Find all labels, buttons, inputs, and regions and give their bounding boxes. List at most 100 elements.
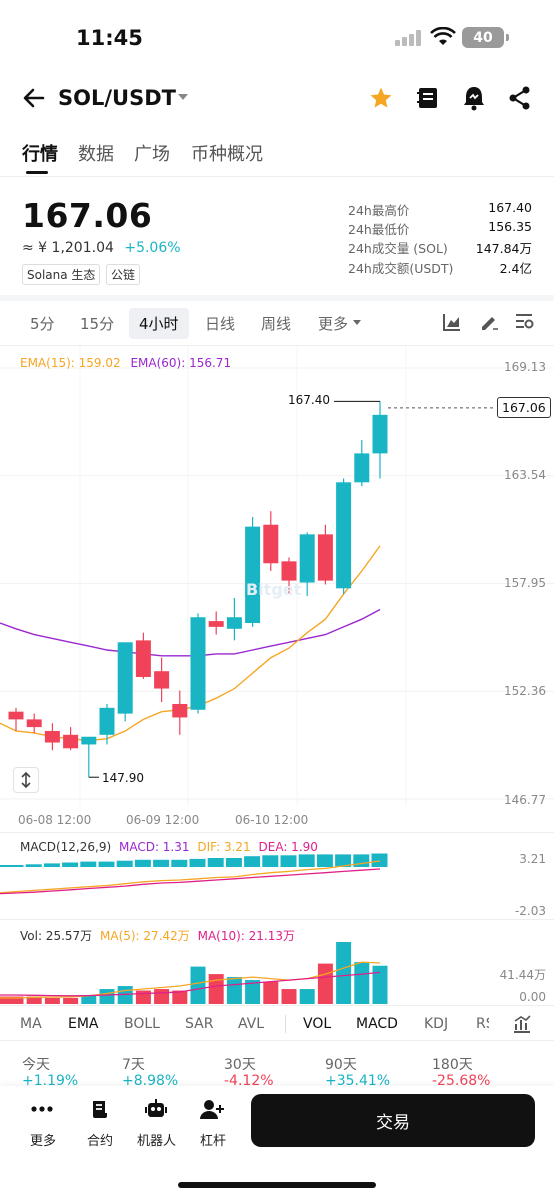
ma10-value: MA(10): 21.13万 [197, 929, 296, 943]
indicator-vol[interactable]: VOL [303, 1016, 332, 1032]
macd-tick: 3.21 [519, 852, 546, 866]
wifi-icon [430, 27, 456, 45]
candle-body [99, 707, 115, 735]
tab-coin-overview[interactable]: 币种概况 [191, 144, 263, 165]
macd-legend: MACD(12,26,9) MACD: 1.31 DIF: 3.21 DEA: … [20, 840, 318, 854]
caret-down-icon[interactable] [178, 94, 188, 102]
macd-bar [116, 860, 133, 867]
volume-bar [26, 996, 42, 1004]
stat-value-turnover: 2.4亿 [499, 261, 532, 276]
indicator-settings-icon[interactable] [512, 1014, 532, 1034]
margin-user-icon[interactable] [200, 1099, 224, 1119]
candle-body [263, 524, 279, 564]
drawing-tool-icon[interactable] [479, 312, 499, 332]
macd-bar [0, 865, 24, 867]
macd-bar [43, 863, 60, 867]
macd-bar [298, 854, 315, 867]
tab-square[interactable]: 广场 [134, 144, 170, 165]
interval-1w[interactable]: 周线 [261, 315, 292, 333]
divider [0, 176, 554, 177]
candle-body [245, 526, 261, 624]
volume-bar [81, 995, 97, 1004]
tag-public-chain[interactable]: 公链 [106, 264, 141, 285]
volume-bar [208, 974, 224, 1004]
candle-body [336, 482, 352, 589]
futures-icon[interactable] [90, 1099, 110, 1119]
stat-label-volume: 24h成交量 (SOL) [348, 241, 448, 256]
indicator-sar[interactable]: SAR [185, 1016, 214, 1032]
perf-label: 7天 [122, 1057, 145, 1073]
interval-more[interactable]: 更多 [318, 315, 349, 333]
macd-bar [98, 861, 115, 867]
macd-bar [171, 859, 188, 867]
macd-bar [353, 854, 370, 867]
interval-4h[interactable]: 4小时 [129, 308, 189, 339]
candlestick-chart[interactable] [0, 346, 554, 832]
bottom-futures-label[interactable]: 合约 [87, 1134, 114, 1149]
macd-bar [225, 858, 242, 867]
interval-1d[interactable]: 日线 [205, 315, 236, 333]
y-tick: 163.54 [504, 468, 546, 482]
indicator-ma[interactable]: MA [20, 1016, 42, 1032]
interval-5m[interactable]: 5分 [30, 315, 55, 333]
dif-value: DIF: 3.21 [197, 840, 251, 854]
ema60-path [0, 608, 381, 657]
dea-line [0, 868, 381, 895]
macd-bar [207, 858, 224, 867]
candle-body [117, 642, 133, 714]
indicator-rsi[interactable]: RSI [476, 1016, 489, 1032]
tag-ecosystem[interactable]: Solana 生态 [22, 264, 101, 285]
volume-bar [317, 963, 333, 1004]
back-arrow-icon[interactable] [22, 86, 46, 110]
volume-bar [44, 998, 60, 1004]
share-icon[interactable] [509, 86, 531, 110]
watermark: Bitget [246, 580, 302, 599]
candle-body [372, 414, 388, 454]
perf-value: -25.68% [432, 1073, 491, 1086]
bottom-more-label[interactable]: 更多 [30, 1134, 57, 1149]
ema15-legend: EMA(15): 159.02 [20, 356, 121, 370]
vol-tick: 0.00 [519, 990, 546, 1004]
notebook-icon[interactable] [417, 86, 439, 110]
perf-value: +1.19% [22, 1073, 79, 1086]
candle-body [208, 621, 224, 627]
robot-icon[interactable] [145, 1099, 167, 1119]
x-tick: 06-08 12:00 [18, 813, 92, 827]
divider [0, 1005, 554, 1006]
perf-value: +8.98% [122, 1073, 179, 1086]
indicator-macd[interactable]: MACD [356, 1016, 398, 1032]
indicator-avl[interactable]: AVL [238, 1016, 265, 1032]
star-icon[interactable] [369, 86, 393, 110]
expand-handle-icon[interactable] [13, 767, 39, 793]
tab-market[interactable]: 行情 [22, 144, 58, 165]
ema60-legend: EMA(60): 156.71 [130, 356, 232, 370]
alert-bell-icon[interactable] [463, 85, 485, 111]
x-tick: 06-09 12:00 [126, 813, 200, 827]
change-percent: +5.06% [124, 240, 181, 256]
pair-title[interactable]: SOL/USDT [58, 86, 176, 110]
indicator-boll[interactable]: BOLL [124, 1016, 160, 1032]
divider [0, 919, 554, 920]
chart-type-icon[interactable] [443, 313, 461, 331]
interval-15m[interactable]: 15分 [80, 315, 115, 333]
perf-value: +35.41% [325, 1073, 391, 1086]
indicator-ema[interactable]: EMA [68, 1016, 99, 1032]
trade-button[interactable]: 交易 [251, 1094, 535, 1147]
dif-line [0, 860, 381, 894]
indicator-kdj[interactable]: KDJ [424, 1016, 449, 1032]
more-dots-icon[interactable] [31, 1105, 53, 1113]
macd-bar [316, 854, 333, 867]
chart-settings-icon[interactable] [514, 313, 534, 331]
ema15-line [0, 545, 381, 742]
ma10-line [0, 971, 381, 997]
bottom-margin-label[interactable]: 杠杆 [200, 1134, 227, 1149]
caret-down-icon[interactable] [353, 320, 361, 326]
stat-label-turnover: 24h成交额(USDT) [348, 261, 454, 276]
volume-bar [154, 989, 170, 1004]
macd-bar [62, 862, 79, 867]
bottom-bot-label[interactable]: 机器人 [137, 1134, 177, 1149]
macd-value: MACD: 1.31 [118, 840, 190, 854]
perf-value: -4.12% [224, 1073, 274, 1086]
tab-data[interactable]: 数据 [78, 144, 114, 165]
volume-bar [0, 996, 24, 1004]
